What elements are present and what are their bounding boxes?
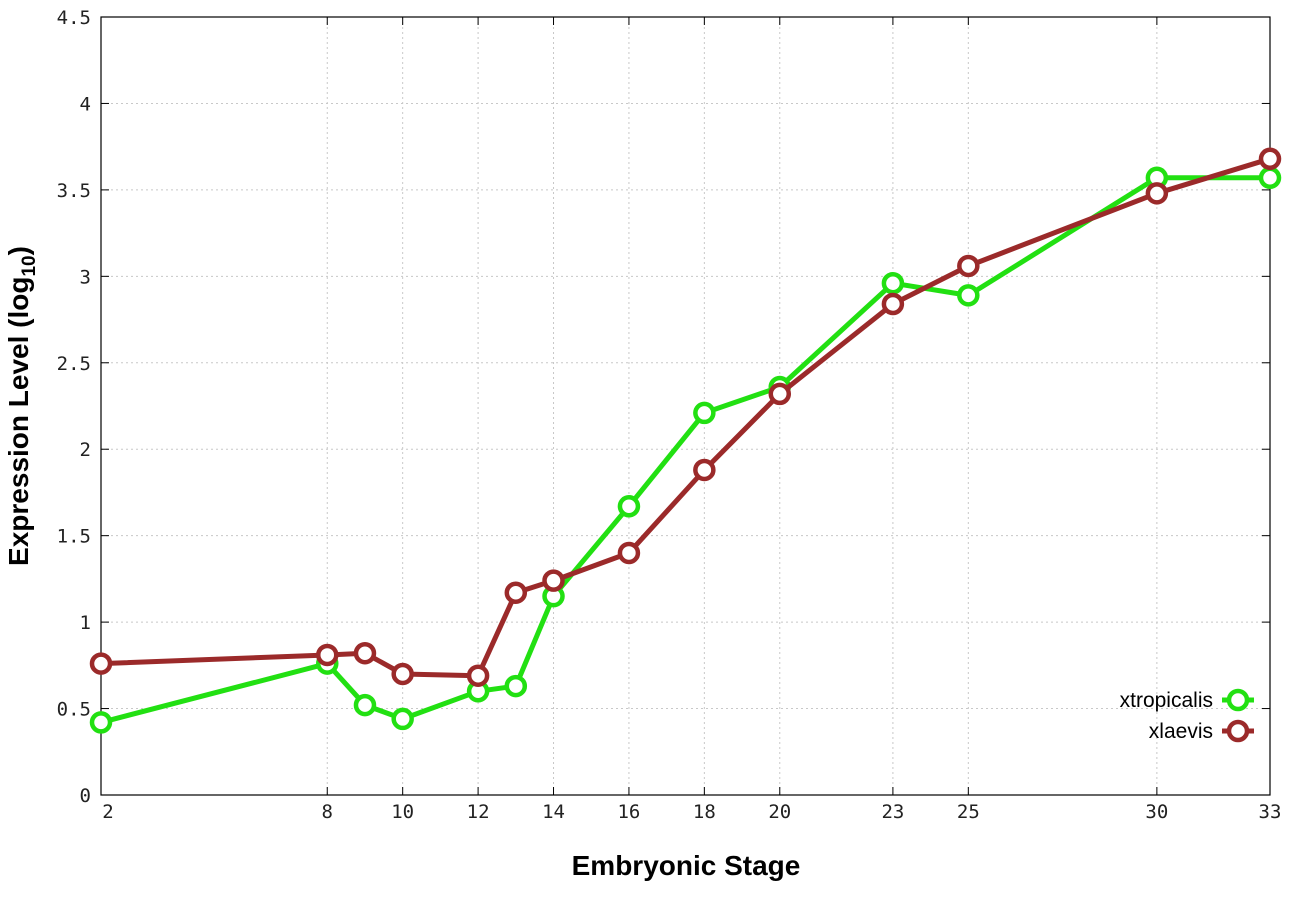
data-point-xlaevis [1145,182,1169,205]
data-point-xlaevis [617,541,641,565]
series-line-xtropicalis [100,175,1270,725]
legend: xtropicalis xlaevis [1120,688,1254,743]
y-tick-label: 1 [80,612,91,634]
legend-label-xlaevis: xlaevis [1149,720,1213,743]
axis-ticks: 2 8 10 12 14 16 18 20 23 25 30 33 0 0.5 1 1.5 2 2.5 3 3.5 4 4… [57,7,1282,823]
data-point-xtropicalis [881,271,905,295]
data-point-xtropicalis [89,711,113,734]
y-tick-label: 0.5 [57,699,91,721]
series-xtropicalis [89,166,1282,734]
y-axis-title: Expression Level (log10) [3,246,40,566]
data-point-xlaevis [542,569,565,592]
series-xlaevis [89,147,1282,687]
data-point-xtropicalis [504,674,528,698]
data-point-xlaevis [1258,147,1282,171]
data-point-xtropicalis [353,693,377,717]
plot-frame [100,16,1271,796]
y-axis-title-close: ) [3,246,34,255]
y-tick-label: 0 [80,785,91,807]
x-tick-label: 2 [102,801,113,823]
data-point-xlaevis [316,643,339,667]
x-tick-label: 16 [617,801,640,823]
y-axis-title-main: Expression Level (log [3,277,34,566]
y-tick-label: 3.5 [57,180,91,202]
y-tick-label: 4 [80,93,91,115]
x-axis-title: Embryonic Stage [572,850,801,881]
data-point-xtropicalis [617,495,641,518]
data-point-xlaevis [89,652,113,675]
x-tick-label: 10 [391,801,414,823]
legend-marker-xlaevis [1226,719,1250,743]
x-tick-label: 33 [1259,801,1282,823]
data-point-xlaevis [957,254,980,278]
y-tick-label: 3 [80,266,91,288]
x-tick-label: 30 [1145,801,1168,823]
data-point-xlaevis [353,641,377,665]
y-tick-label: 2.5 [57,353,91,375]
x-tick-label: 8 [322,801,333,823]
data-point-xlaevis [693,458,716,482]
series-group [89,147,1282,734]
y-tick-label: 1.5 [57,526,91,548]
data-point-xtropicalis [957,284,980,307]
data-point-xlaevis [466,664,490,687]
data-point-xlaevis [504,581,528,604]
data-point-xtropicalis [1258,166,1282,190]
legend-marker-xtropicalis [1226,688,1250,712]
y-tick-label: 4.5 [57,7,91,29]
x-tick-label: 25 [957,801,980,823]
data-point-xlaevis [881,292,905,316]
x-tick-label: 23 [881,801,904,823]
x-tick-label: 18 [693,801,716,823]
y-tick-label: 2 [80,439,91,461]
data-point-xlaevis [768,382,792,406]
data-point-xtropicalis [693,401,716,425]
legend-label-xtropicalis: xtropicalis [1120,689,1213,712]
x-tick-label: 12 [467,801,490,823]
x-tick-label: 14 [542,801,565,823]
y-axis-title-subscript: 10 [19,255,40,276]
data-point-xtropicalis [391,707,414,731]
series-line-xlaevis [100,156,1271,679]
x-tick-label: 20 [768,801,791,823]
data-point-xlaevis [391,662,414,686]
